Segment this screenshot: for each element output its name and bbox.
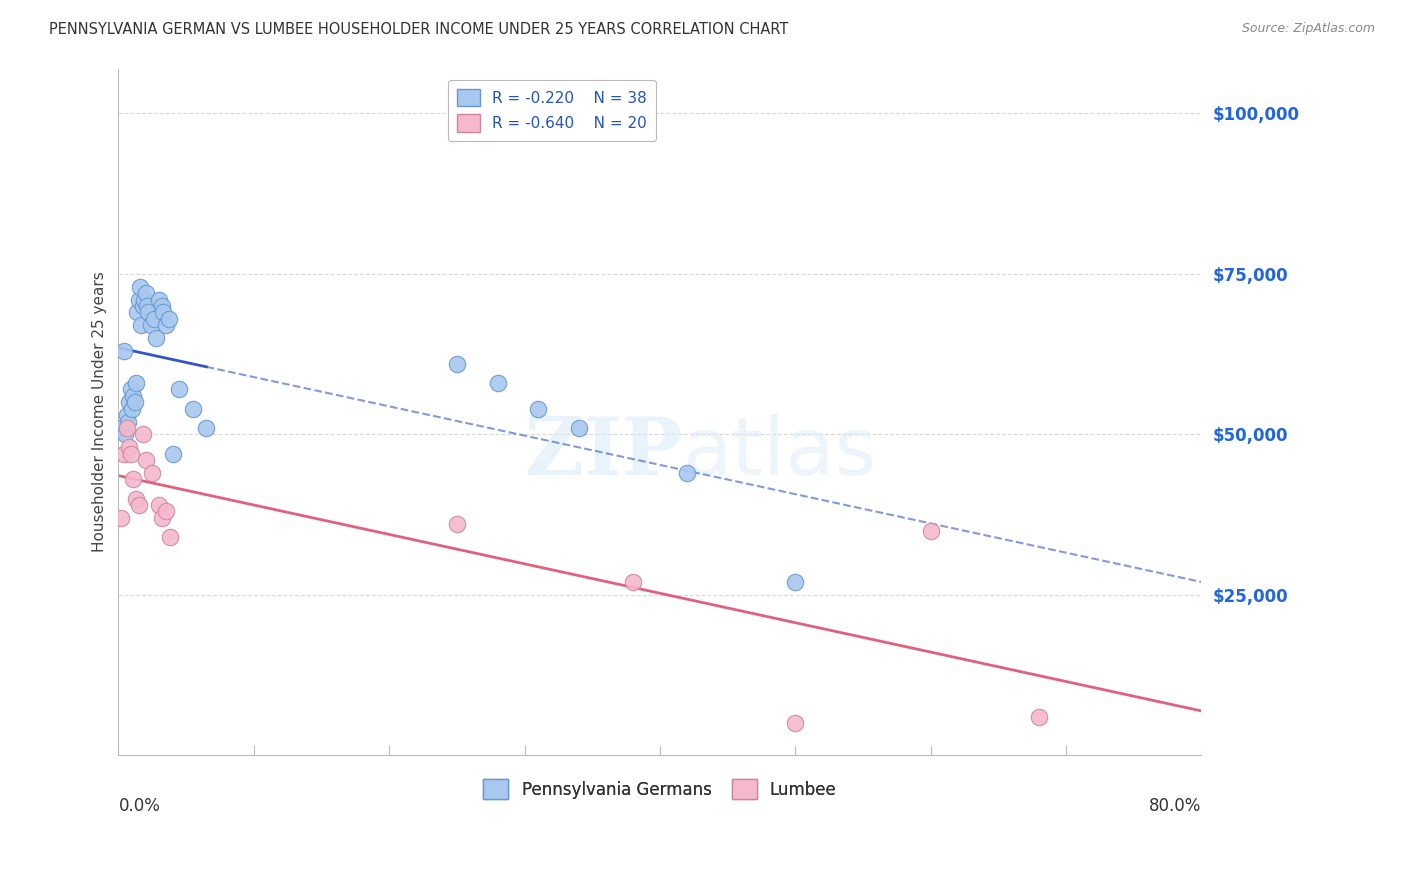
Point [148,293,170,307]
Point [112,343,135,358]
Point [128,293,150,307]
Point [110,511,132,525]
Point [1028,710,1050,724]
Point [446,517,468,532]
Point [446,357,468,371]
Point [136,305,159,319]
Point [785,575,807,590]
Point [676,466,699,480]
Point [132,299,155,313]
Point [145,331,167,345]
Point [112,447,135,461]
Legend: Pennsylvania Germans, Lumbee: Pennsylvania Germans, Lumbee [477,772,844,805]
Point [134,293,156,307]
Point [785,716,807,731]
Point [141,466,163,480]
Point [152,305,174,319]
Point [115,408,138,422]
Point [157,311,180,326]
Point [155,504,177,518]
Point [131,318,153,333]
Point [134,286,156,301]
Point [142,311,165,326]
Point [139,318,162,333]
Point [128,498,150,512]
Point [169,383,191,397]
Point [122,472,145,486]
Point [159,530,181,544]
Point [114,427,136,442]
Point [125,376,148,390]
Point [150,511,173,525]
Text: Source: ZipAtlas.com: Source: ZipAtlas.com [1241,22,1375,36]
Point [125,491,148,506]
Point [115,421,138,435]
Text: atlas: atlas [682,414,876,492]
Point [118,395,141,409]
Point [195,421,218,435]
Point [568,421,591,435]
Point [129,279,152,293]
Point [118,440,141,454]
Point [120,383,142,397]
Point [127,305,149,319]
Point [134,453,156,467]
Point [181,401,204,416]
Point [162,447,184,461]
Text: PENNSYLVANIA GERMAN VS LUMBEE HOUSEHOLDER INCOME UNDER 25 YEARS CORRELATION CHAR: PENNSYLVANIA GERMAN VS LUMBEE HOUSEHOLDE… [49,22,789,37]
Point [920,524,942,538]
Point [110,421,132,435]
Point [117,415,139,429]
Point [132,427,155,442]
Point [150,299,173,313]
Text: 80.0%: 80.0% [1149,797,1202,814]
Point [155,318,177,333]
Point [120,447,142,461]
Text: 0.0%: 0.0% [118,797,160,814]
Point [148,498,170,512]
Point [621,575,644,590]
Point [486,376,509,390]
Point [135,299,157,313]
Point [124,395,146,409]
Y-axis label: Householder Income Under 25 years: Householder Income Under 25 years [93,271,107,552]
Point [122,389,145,403]
Point [121,401,143,416]
Text: ZIP: ZIP [524,414,682,492]
Point [527,401,550,416]
